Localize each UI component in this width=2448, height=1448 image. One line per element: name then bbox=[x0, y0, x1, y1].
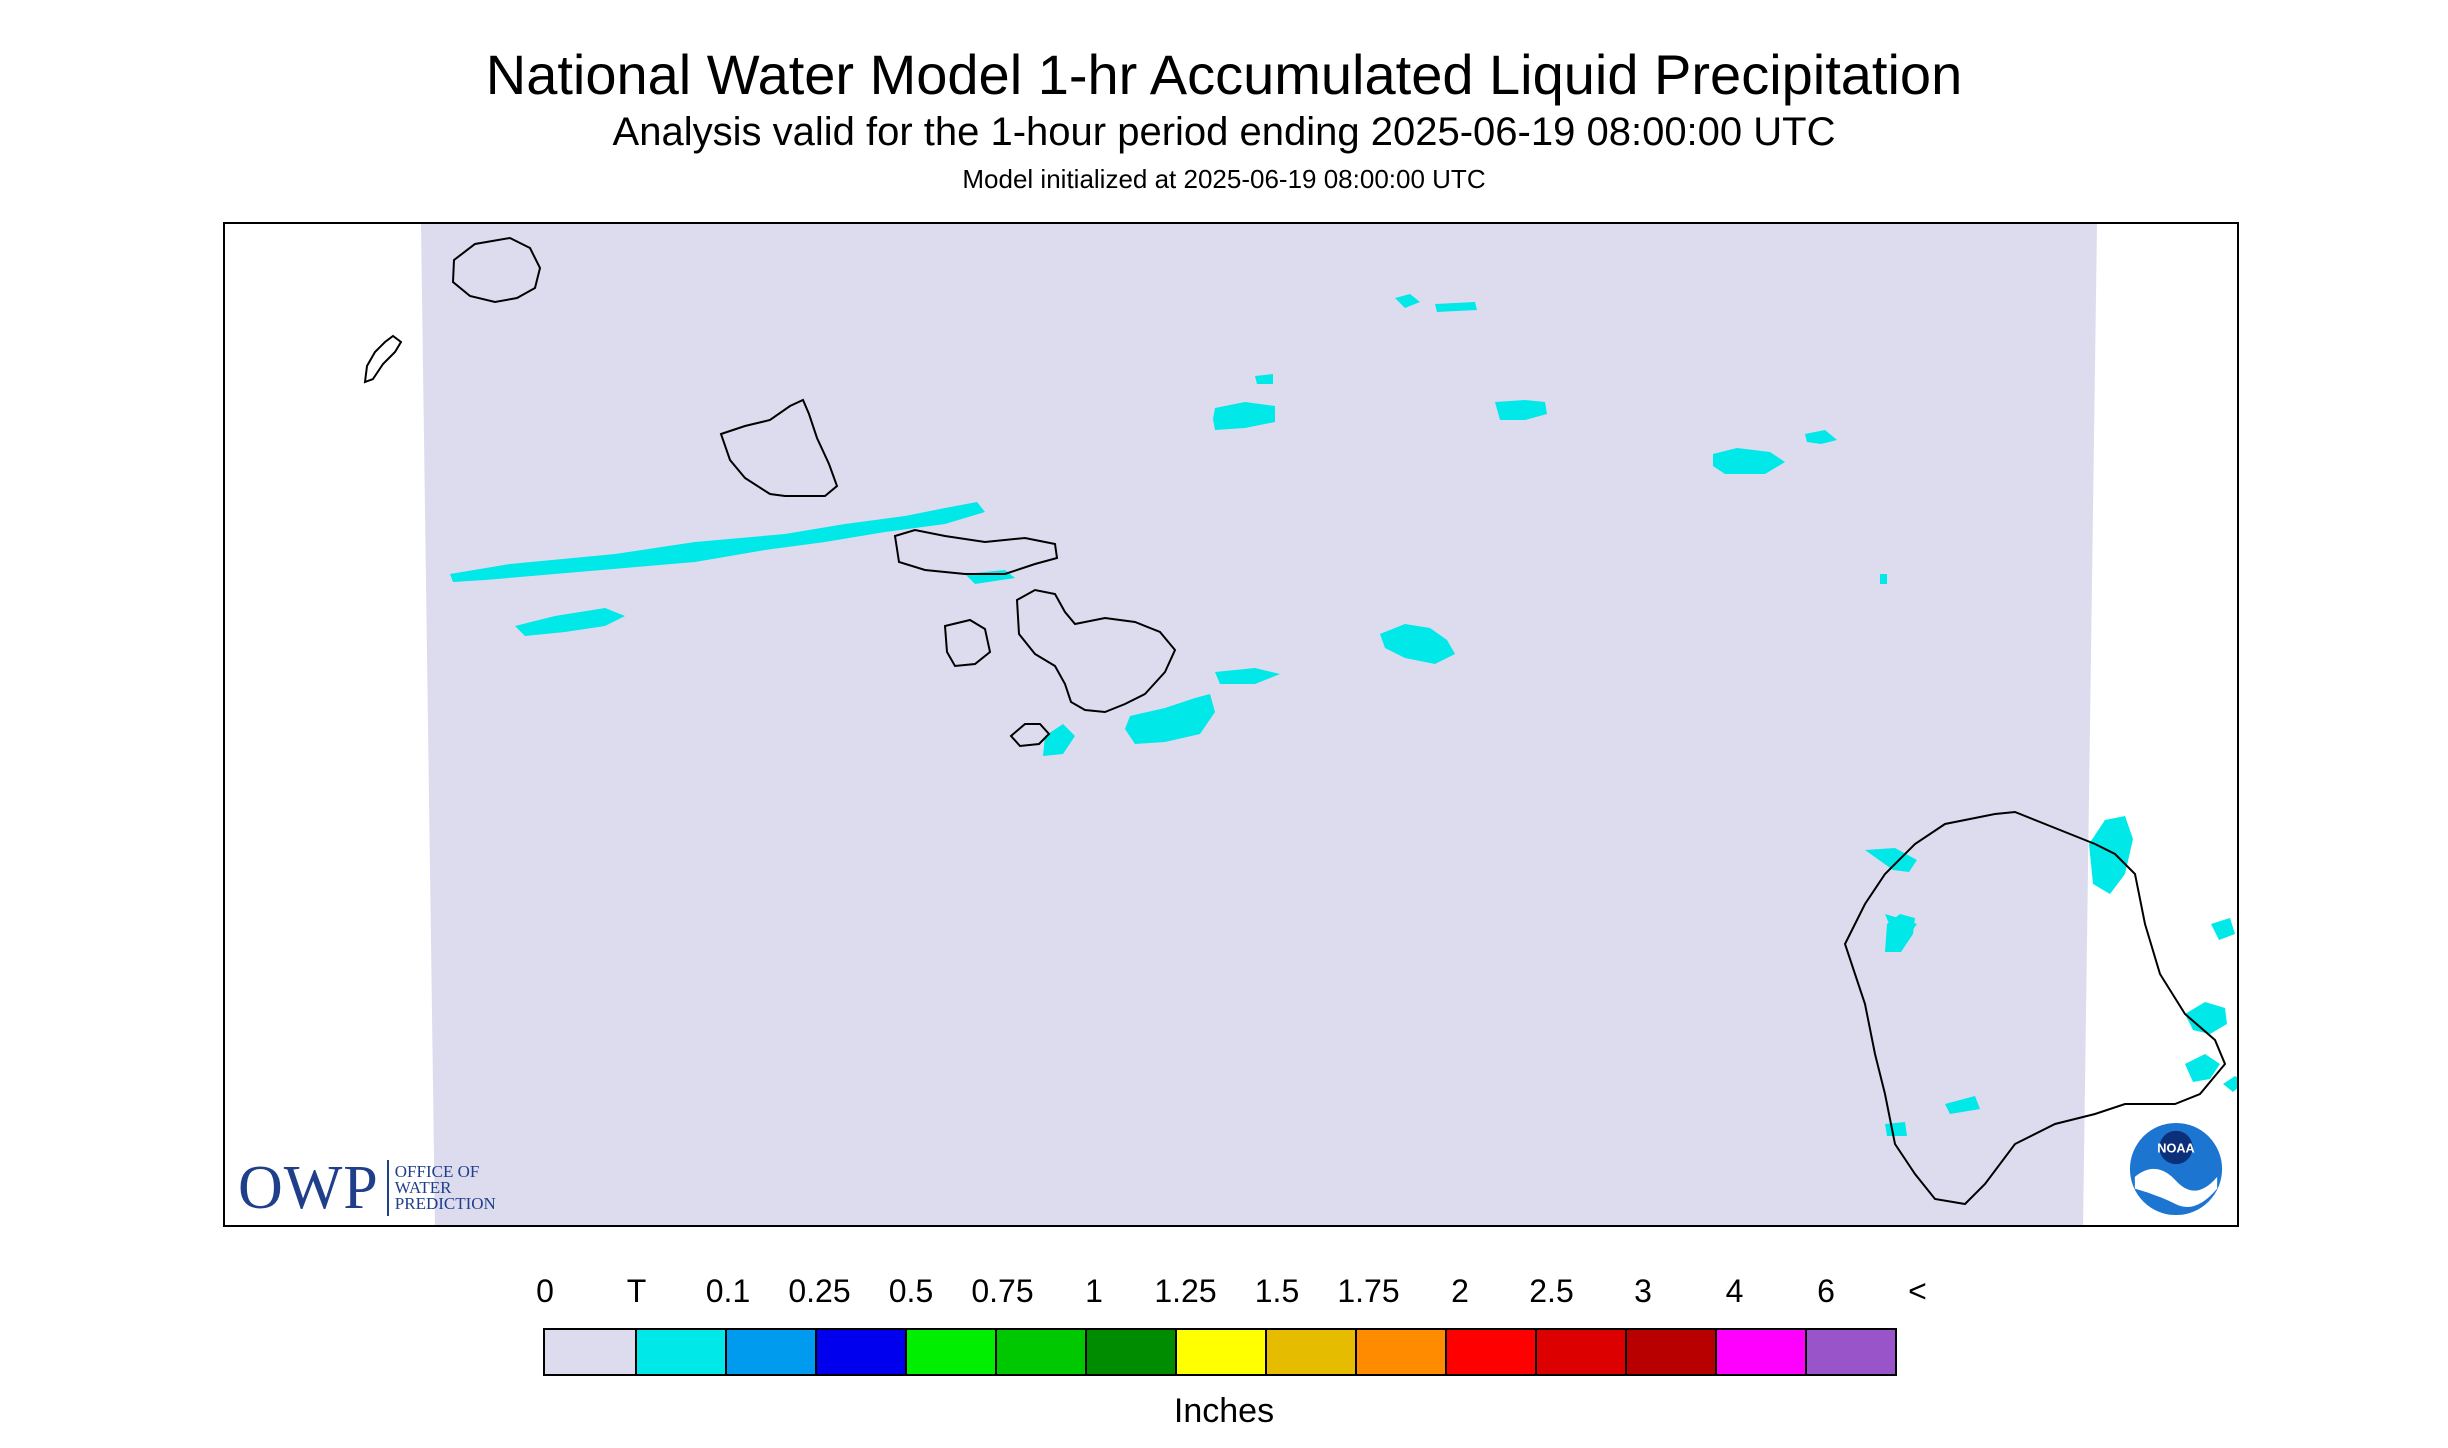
precip-area bbox=[1885, 914, 1915, 952]
precip-area bbox=[1255, 374, 1273, 384]
legend-tick-label: 6 bbox=[1817, 1273, 1835, 1309]
precip-area bbox=[2093, 824, 2129, 864]
legend-tick-label: 1.25 bbox=[1154, 1273, 1217, 1309]
noaa-logo-text: NOAA bbox=[2157, 1140, 2195, 1155]
legend-swatch bbox=[815, 1330, 905, 1374]
legend-swatch bbox=[1085, 1330, 1175, 1374]
owp-logo-line: PREDICTION bbox=[394, 1194, 496, 1213]
precip-area bbox=[1215, 668, 1280, 684]
legend-tick-label: 2 bbox=[1451, 1273, 1469, 1309]
legend-swatch bbox=[1175, 1330, 1265, 1374]
legend-tick-label: 1.5 bbox=[1254, 1273, 1300, 1309]
legend-tick-label: 1.75 bbox=[1337, 1273, 1400, 1309]
precip-area bbox=[1435, 302, 1477, 312]
precip-area bbox=[1805, 430, 1837, 444]
legend-swatch bbox=[1355, 1330, 1445, 1374]
legend-swatch bbox=[995, 1330, 1085, 1374]
kahoolawe-coast bbox=[1009, 723, 1051, 748]
noaa-logo: NOAA bbox=[2127, 1120, 2225, 1218]
legend-colorbar bbox=[543, 1328, 1897, 1376]
legend-swatch bbox=[1715, 1330, 1805, 1374]
legend-swatch bbox=[1445, 1330, 1535, 1374]
owp-logo-mark: OWP bbox=[238, 1153, 379, 1222]
legend-swatch bbox=[1265, 1330, 1355, 1374]
lanai-coast bbox=[943, 618, 992, 668]
model-init-line: Model initialized at 2025-06-19 08:00:00… bbox=[962, 164, 1486, 194]
legend-tick-label: 0.25 bbox=[788, 1273, 851, 1309]
precip-area bbox=[450, 502, 985, 582]
legend-swatch bbox=[1625, 1330, 1715, 1374]
legend-swatch bbox=[905, 1330, 995, 1374]
precip-area bbox=[2185, 1054, 2220, 1082]
molokai-coast bbox=[893, 528, 1059, 575]
legend-tick-label: T bbox=[626, 1273, 647, 1309]
legend-swatch bbox=[1805, 1330, 1895, 1374]
legend-tick-label: 1 bbox=[1085, 1273, 1103, 1309]
niihau-coast bbox=[363, 334, 403, 384]
hawaii-coast bbox=[1843, 810, 2227, 1206]
oahu-coast bbox=[719, 398, 839, 497]
coastlines bbox=[363, 236, 2227, 1206]
legend-swatch bbox=[1535, 1330, 1625, 1374]
model-domain bbox=[421, 224, 2097, 1225]
legend-tick-label: 4 bbox=[1725, 1273, 1744, 1309]
owp-logo-text: OFFICE OF WATER PREDICTION bbox=[394, 1162, 496, 1213]
kauai-coast bbox=[451, 236, 542, 304]
maui-coast bbox=[1015, 588, 1177, 714]
map-panel bbox=[223, 222, 2239, 1227]
map-title: National Water Model 1-hr Accumulated Li… bbox=[485, 43, 1963, 106]
precip-area bbox=[2185, 1002, 2227, 1034]
precip-area bbox=[1213, 402, 1275, 430]
precip-area bbox=[1125, 694, 1215, 744]
legend-swatch bbox=[635, 1330, 725, 1374]
legend-tick-label: 3 bbox=[1634, 1273, 1652, 1309]
legend-tick-label: 0.5 bbox=[888, 1273, 934, 1309]
legend-tick-label: < bbox=[1908, 1273, 1927, 1309]
owp-logo-line: OFFICE OF bbox=[394, 1162, 480, 1181]
legend-tick-label: 2.5 bbox=[1529, 1273, 1574, 1309]
precip-area bbox=[1945, 1096, 1980, 1114]
precip-trace-areas bbox=[450, 294, 2237, 1136]
precip-area bbox=[1380, 624, 1455, 664]
legend-swatch bbox=[545, 1330, 635, 1374]
legend-tick-label: 0 bbox=[536, 1273, 554, 1309]
precip-area bbox=[1395, 294, 1420, 308]
precip-area bbox=[2211, 918, 2235, 940]
precip-map bbox=[363, 224, 2237, 1225]
owp-logo-divider bbox=[386, 1160, 389, 1216]
precip-area bbox=[1880, 574, 1887, 584]
legend-tick-label: 0.1 bbox=[705, 1273, 751, 1309]
owp-logo: OWP OFFICE OF WATER PREDICTION bbox=[238, 1154, 496, 1222]
precip-area bbox=[1885, 1122, 1907, 1136]
precip-area bbox=[1043, 724, 1075, 756]
legend-units: Inches bbox=[1173, 1392, 1275, 1430]
legend-swatch bbox=[725, 1330, 815, 1374]
legend-labels: 0 T 0.1 0.25 0.5 0.75 1 1.25 1.5 1.75 2 2.5 3 4 6 < bbox=[0, 1273, 2448, 1313]
owp-logo-line: WATER bbox=[394, 1178, 452, 1197]
precip-area bbox=[515, 608, 625, 636]
precip-area bbox=[1713, 448, 1785, 474]
precip-area bbox=[2223, 1076, 2237, 1092]
precip-area bbox=[1495, 400, 1547, 420]
map-subtitle: Analysis valid for the 1-hour period end… bbox=[612, 110, 1836, 154]
legend-tick-label: 0.75 bbox=[971, 1273, 1034, 1309]
